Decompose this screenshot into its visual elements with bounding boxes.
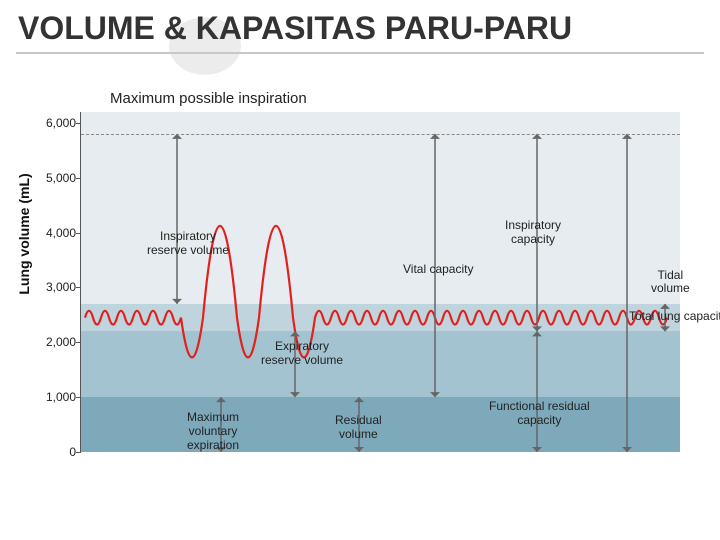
y-tick-label: 5,000 (31, 171, 76, 185)
plot-area: 01,0002,0003,0004,0005,0006,000Inspirato… (80, 112, 680, 452)
y-tick-mark (76, 342, 81, 343)
label-frc: Functional residual capacity (489, 400, 590, 428)
title-part-b: KAPASITAS (196, 10, 376, 46)
label-irv: Inspiratory reserve volume (147, 230, 229, 258)
y-tick-label: 6,000 (31, 116, 76, 130)
y-tick-label: 3,000 (31, 280, 76, 294)
y-tick-mark (76, 233, 81, 234)
title-part-c: PARU-PARU (376, 10, 572, 46)
dashed-line-max_inhale (81, 134, 680, 135)
label-rv: Residual volume (335, 414, 382, 442)
label-tlc: Total lung capacity (629, 310, 720, 324)
y-axis-label: Lung volume (mL) (16, 173, 32, 294)
page-title: VOLUME & KAPASITAS PARU-PARU (0, 0, 720, 47)
label-ic: Inspiratory capacity (505, 219, 561, 247)
y-tick-label: 2,000 (31, 335, 76, 349)
label-tv: Tidal volume (651, 269, 690, 297)
y-tick-mark (76, 452, 81, 453)
y-tick-label: 0 (31, 445, 76, 459)
label-mve: Maximum voluntary expiration (187, 411, 239, 452)
label-erv: Expiratory reserve volume (261, 340, 343, 368)
y-tick-mark (76, 287, 81, 288)
title-underline (16, 52, 704, 54)
lung-volume-chart: Maximum possible inspiration Lung volume… (20, 84, 700, 484)
title-part-a: VOLUME & (18, 10, 196, 46)
y-tick-mark (76, 397, 81, 398)
arrows-layer (81, 112, 681, 452)
label-vc: Vital capacity (403, 263, 473, 277)
y-tick-mark (76, 123, 81, 124)
y-tick-mark (76, 178, 81, 179)
max-inspiration-label: Maximum possible inspiration (110, 90, 307, 107)
y-tick-label: 4,000 (31, 226, 76, 240)
y-tick-label: 1,000 (31, 390, 76, 404)
